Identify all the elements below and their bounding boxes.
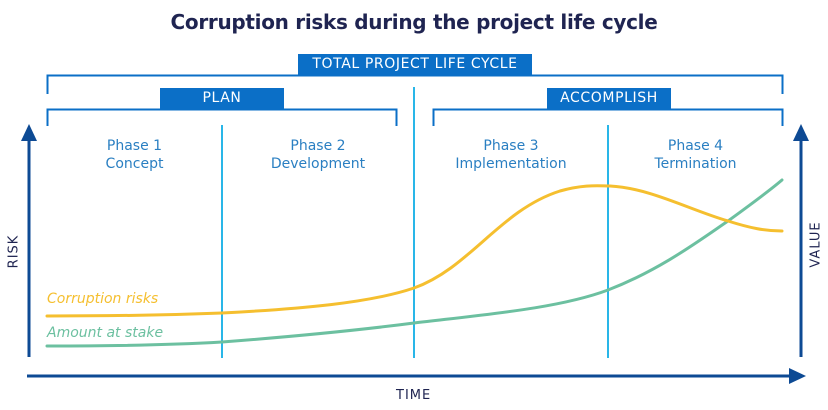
diagram-title: Corruption risks during the project life… [170, 10, 658, 34]
corruption-risks-curve [45, 184, 784, 318]
risk-axis-arrow-icon [21, 124, 37, 141]
accomplish-label: ACCOMPLISH [547, 88, 671, 109]
plan-bracket [46, 108, 398, 126]
time-axis-arrow-icon [789, 368, 806, 384]
time-axis-label: TIME [396, 388, 432, 403]
value-axis-label: VALUE [808, 221, 824, 268]
amount-at-stake-curve [45, 178, 784, 348]
phase-3-name: Implementation [455, 156, 567, 172]
plan-label: PLAN [160, 88, 284, 109]
phase-1-name: Concept [105, 156, 164, 172]
phase-2-number: Phase 2 [290, 138, 346, 154]
phase-1: Phase 1 Concept [47, 137, 222, 173]
phase-3-number: Phase 3 [483, 138, 539, 154]
total-life-cycle-label: TOTAL PROJECT LIFE CYCLE [298, 54, 532, 76]
phase-4: Phase 4 Termination [608, 137, 783, 173]
phase-2-name: Development [270, 156, 366, 172]
phase-4-number: Phase 4 [667, 138, 724, 154]
phase-1-number: Phase 1 [106, 138, 163, 154]
risk-axis-label: RISK [6, 234, 22, 269]
phase-2: Phase 2 Development [222, 137, 414, 173]
amount-at-stake-label: Amount at stake [47, 325, 164, 341]
phase-4-name: Termination [654, 156, 737, 172]
phase-3: Phase 3 Implementation [414, 137, 608, 173]
corruption-risks-label: Corruption risks [47, 291, 159, 307]
value-axis-arrow-icon [793, 124, 809, 141]
accomplish-bracket [432, 108, 784, 126]
